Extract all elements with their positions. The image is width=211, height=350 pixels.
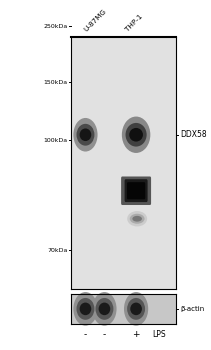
Text: 150kDa: 150kDa [43,80,68,85]
FancyBboxPatch shape [127,182,145,199]
Ellipse shape [73,292,97,326]
Ellipse shape [92,292,116,326]
Text: 250kDa: 250kDa [43,24,68,29]
Ellipse shape [126,123,147,147]
Text: DDX58: DDX58 [180,130,207,139]
Ellipse shape [127,298,145,320]
Ellipse shape [122,117,150,153]
Text: THP-1: THP-1 [124,13,144,33]
Text: 70kDa: 70kDa [47,248,68,253]
FancyBboxPatch shape [121,176,151,205]
Ellipse shape [130,302,142,315]
Text: +: + [132,330,140,339]
Ellipse shape [130,214,145,224]
Ellipse shape [73,118,97,152]
Ellipse shape [95,298,114,320]
Ellipse shape [80,302,91,315]
Ellipse shape [99,302,110,315]
Ellipse shape [77,124,95,146]
Text: -: - [84,330,87,339]
Text: 100kDa: 100kDa [43,138,68,142]
Ellipse shape [132,216,142,222]
Ellipse shape [124,292,148,326]
Ellipse shape [127,211,147,226]
Text: -: - [103,330,106,339]
Ellipse shape [129,128,143,142]
Text: U-87MG: U-87MG [83,8,108,33]
FancyBboxPatch shape [124,179,148,202]
Ellipse shape [80,128,91,141]
Text: LPS: LPS [152,330,166,339]
Text: β-actin: β-actin [180,306,205,312]
Ellipse shape [77,298,95,320]
